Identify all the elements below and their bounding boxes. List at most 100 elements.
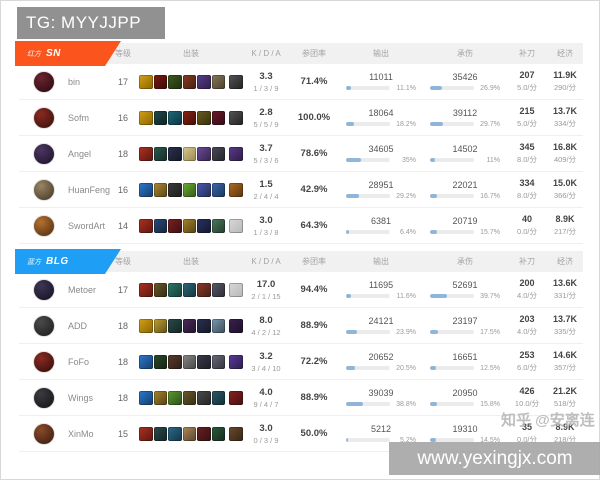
champion-avatar[interactable] (33, 106, 55, 129)
player-row[interactable]: SwordArt 14 3.0 1 / 3 / 8 64.3% 6381 6.4… (19, 208, 583, 244)
item-icons (138, 182, 244, 197)
taken-bar-fill (430, 86, 442, 90)
damage-bar (346, 330, 390, 334)
champion-avatar[interactable] (33, 70, 55, 93)
item-icon (168, 182, 182, 197)
kda-ratio: 3.0 (259, 422, 273, 434)
item-icon (182, 218, 197, 233)
player-cell: HuanFeng (19, 178, 110, 201)
column-header-kda: K / D / A (251, 257, 281, 266)
item-icon (182, 146, 197, 161)
team-banner: 红方 SN (15, 41, 121, 66)
gold-cell: 16.8K 409/分 (547, 142, 583, 165)
column-header-taken: 承伤 (457, 49, 473, 58)
damage-cell: 34605 35% (339, 144, 423, 164)
taken-bar (430, 230, 474, 234)
item-icon (138, 182, 153, 197)
item-icon (229, 390, 244, 405)
champion-avatar[interactable] (33, 278, 55, 301)
damage-value: 5212 (370, 423, 392, 434)
taken-value: 20719 (452, 215, 478, 226)
kda-cell: 17.0 2 / 1 / 15 (243, 279, 289, 301)
player-row[interactable]: Angel 18 3.7 5 / 3 / 6 78.6% 34605 35% 1… (19, 136, 583, 172)
damage-bar-fill (346, 230, 349, 234)
column-header-kda: K / D / A (251, 49, 281, 58)
player-row[interactable]: HuanFeng 16 1.5 2 / 4 / 4 42.9% 28951 29… (19, 172, 583, 208)
gold-value: 21.2K (552, 386, 578, 396)
taken-bar (430, 366, 474, 370)
damage-bar (346, 158, 390, 162)
gold-per-min: 218/分 (553, 435, 577, 444)
team-banner: 蓝方 BLG (15, 249, 121, 274)
player-level: 18 (117, 356, 128, 367)
item-icon (153, 110, 168, 125)
player-row[interactable]: Metoer 17 17.0 2 / 1 / 15 94.4% 11695 11… (19, 272, 583, 308)
item-icon (168, 282, 182, 297)
item-icon (211, 182, 226, 197)
kda-detail: 9 / 4 / 7 (253, 399, 279, 409)
champion-avatar[interactable] (33, 314, 55, 337)
cs-cell: 426 10.0/分 (507, 386, 547, 409)
player-level: 16 (117, 112, 128, 123)
kda-cell: 1.5 2 / 4 / 4 (243, 179, 289, 201)
gold-cell: 21.2K 518/分 (547, 386, 583, 409)
player-name: Wings (68, 392, 94, 403)
item-icon (182, 390, 197, 405)
item-icon (138, 146, 153, 161)
player-level: 15 (117, 428, 128, 439)
item-icon (229, 318, 244, 333)
taken-value: 35426 (452, 71, 478, 82)
column-header-damage: 输出 (373, 49, 389, 58)
damage-bar-fill (346, 194, 359, 198)
participation-value: 71.4% (300, 76, 328, 87)
taken-bar-fill (430, 366, 436, 370)
taken-bar-fill (430, 230, 437, 234)
cs-cell: 215 5.0/分 (507, 106, 547, 129)
item-icon (168, 426, 182, 441)
column-header-level: 等级 (115, 49, 131, 58)
player-row[interactable]: FoFo 18 3.2 3 / 4 / 10 72.2% 20652 20.5%… (19, 344, 583, 380)
champion-avatar[interactable] (33, 386, 55, 409)
taken-pct: 15.8% (480, 400, 500, 408)
taken-cell: 19310 14.5% (423, 424, 507, 444)
champion-avatar[interactable] (33, 142, 55, 165)
damage-bar-fill (346, 366, 356, 370)
taken-bar-fill (430, 294, 448, 298)
item-icon (168, 74, 182, 89)
item-icon (138, 218, 153, 233)
gold-per-min: 290/分 (553, 83, 577, 92)
kda-detail: 5 / 5 / 9 (253, 119, 279, 129)
player-row[interactable]: ADD 18 8.0 4 / 2 / 12 88.9% 24121 23.9% … (19, 308, 583, 344)
champion-avatar[interactable] (33, 350, 55, 373)
damage-bar (346, 438, 390, 442)
column-header-taken: 承伤 (457, 257, 473, 266)
damage-cell: 28951 29.2% (339, 180, 423, 200)
cs-cell: 35 0.0/分 (507, 422, 547, 445)
champion-avatar[interactable] (33, 422, 55, 445)
player-row[interactable]: Wings 18 4.0 9 / 4 / 7 88.9% 39039 38.8%… (19, 380, 583, 416)
champion-avatar[interactable] (33, 178, 55, 201)
item-icon (211, 354, 226, 369)
kda-cell: 3.0 1 / 3 / 8 (243, 215, 289, 237)
taken-pct: 14.5% (480, 436, 500, 444)
damage-cell: 11695 11.6% (339, 280, 423, 300)
item-icon (182, 74, 197, 89)
taken-bar-fill (430, 122, 444, 126)
damage-value: 6381 (370, 215, 392, 226)
taken-bar (430, 122, 474, 126)
column-header-items: 出装 (183, 257, 199, 266)
champion-avatar[interactable] (33, 214, 55, 237)
cs-value: 345 (519, 142, 535, 152)
item-icon (197, 74, 211, 89)
player-row[interactable]: bin 17 3.3 1 / 3 / 9 71.4% 11011 11.1% 3… (19, 64, 583, 100)
kda-ratio: 3.0 (259, 214, 273, 226)
taken-value: 14502 (452, 143, 478, 154)
player-row[interactable]: Sofm 16 2.8 5 / 5 / 9 100.0% 18064 18.2%… (19, 100, 583, 136)
column-header-cs: 补刀 (519, 49, 535, 58)
player-cell: XinMo (19, 422, 107, 445)
damage-cell: 6381 6.4% (339, 216, 423, 236)
item-icon (168, 354, 182, 369)
damage-bar (346, 194, 390, 198)
item-icon (138, 426, 153, 441)
gold-per-min: 334/分 (553, 119, 577, 128)
